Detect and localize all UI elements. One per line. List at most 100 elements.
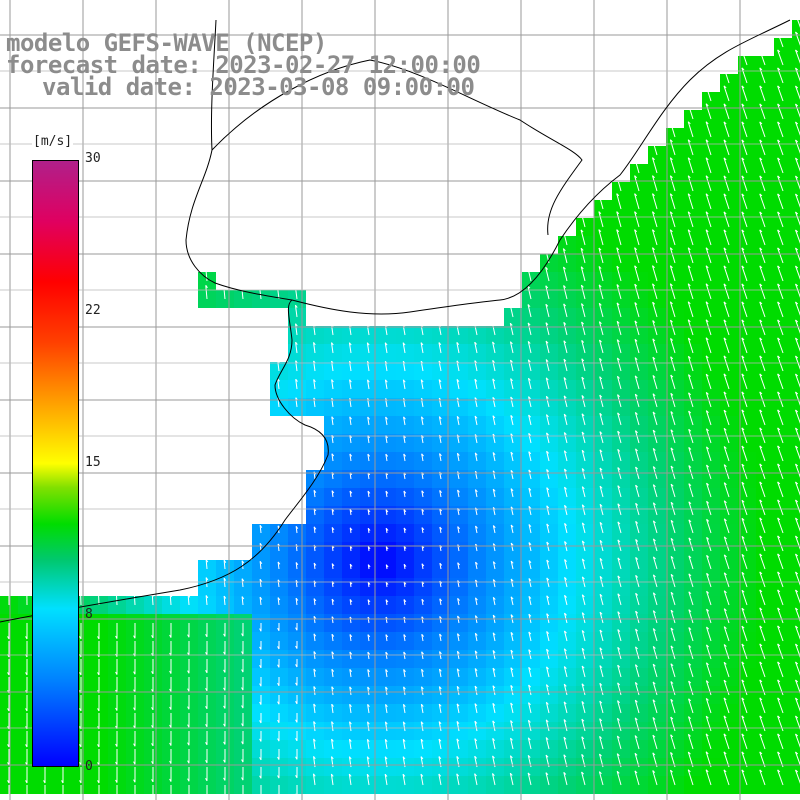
- wind-arrow-head: [349, 651, 353, 655]
- wind-arrow-head: [259, 561, 263, 565]
- wind-arrow: [474, 685, 478, 696]
- wind-arrow: [546, 559, 550, 570]
- wind-arrow: [457, 598, 460, 606]
- wind-arrow: [474, 415, 478, 426]
- wind-arrow: [492, 703, 496, 714]
- wind-arrow: [616, 265, 622, 282]
- wind-arrow: [723, 644, 730, 660]
- wind-arrow-head: [421, 651, 424, 655]
- wind-arrow-head: [634, 247, 638, 251]
- wind-arrow: [723, 139, 730, 156]
- wind-arrow: [706, 609, 712, 624]
- wind-arrow: [421, 435, 424, 444]
- wind-arrow: [599, 700, 604, 714]
- wind-arrow-head: [777, 499, 781, 503]
- wind-arrow: [563, 340, 568, 354]
- wind-arrow-head: [385, 490, 389, 494]
- wind-arrow-head: [421, 453, 424, 457]
- wind-arrow: [670, 681, 676, 696]
- wind-arrow-head: [706, 518, 710, 522]
- wind-arrow-head: [259, 646, 262, 650]
- wind-arrow: [599, 718, 604, 732]
- wind-arrow: [492, 341, 496, 354]
- wind-arrow-head: [670, 501, 674, 505]
- wind-arrow-head: [492, 525, 496, 529]
- wind-arrow: [635, 593, 640, 606]
- wind-arrow: [580, 266, 586, 282]
- wind-arrow: [634, 339, 640, 354]
- wind-arrow: [705, 751, 712, 768]
- wind-arrow-head: [581, 718, 585, 722]
- wind-arrow-head: [581, 284, 584, 288]
- wind-arrow-head: [581, 504, 585, 508]
- wind-arrow: [331, 704, 334, 714]
- wind-arrow-head: [133, 635, 136, 639]
- wind-arrow-head: [616, 265, 620, 269]
- wind-arrow-head: [652, 770, 656, 773]
- wind-arrow-head: [223, 759, 226, 763]
- wind-arrow: [634, 664, 640, 678]
- wind-arrow-head: [277, 719, 280, 723]
- wind-arrow-head: [706, 446, 709, 450]
- wind-arrow: [510, 578, 514, 588]
- wind-arrow-head: [599, 321, 602, 325]
- wind-arrow-head: [510, 649, 514, 653]
- wind-arrow: [795, 31, 800, 46]
- wind-arrow: [652, 574, 658, 588]
- wind-arrow: [366, 739, 370, 750]
- wind-arrow: [492, 452, 496, 462]
- wind-arrow-head: [581, 395, 585, 398]
- wind-arrow-head: [617, 646, 621, 650]
- wind-arrow-head: [580, 229, 584, 233]
- wind-arrow: [331, 416, 334, 426]
- wind-arrow: [688, 465, 694, 480]
- wind-arrow-head: [598, 266, 602, 269]
- wind-arrow-head: [777, 607, 781, 611]
- wind-arrow-head: [687, 283, 691, 287]
- wind-arrow-head: [79, 708, 82, 712]
- wind-arrow-head: [777, 535, 781, 539]
- wind-arrow-head: [546, 523, 550, 527]
- wind-arrow-head: [741, 229, 745, 233]
- wind-arrow-head: [795, 553, 799, 557]
- wind-arrow-head: [510, 578, 514, 582]
- wind-arrow: [723, 85, 730, 102]
- wind-arrow: [474, 342, 478, 354]
- wind-arrow: [349, 686, 352, 696]
- wind-arrow-head: [25, 672, 28, 676]
- wind-arrow-head: [349, 669, 353, 673]
- wind-arrow: [670, 734, 676, 750]
- wind-arrow: [723, 67, 730, 84]
- wind-arrow: [723, 283, 730, 300]
- wind-arrow-head: [759, 661, 763, 665]
- wind-arrow-head: [366, 773, 370, 777]
- wind-cell: [792, 164, 800, 182]
- wind-arrow: [599, 413, 604, 426]
- wind-arrow: [527, 322, 532, 336]
- wind-arrow-head: [599, 540, 603, 543]
- wind-arrow-head: [652, 447, 656, 451]
- wind-arrow-head: [777, 679, 781, 683]
- wind-arrow-head: [546, 684, 549, 688]
- wind-arrow-head: [205, 705, 208, 710]
- wind-arrow-head: [474, 755, 478, 759]
- wind-arrow-head: [670, 411, 674, 414]
- wind-arrow-head: [385, 634, 389, 638]
- wind-arrow: [795, 103, 800, 118]
- wind-arrow: [669, 265, 676, 282]
- wind-cell: [792, 290, 800, 308]
- wind-arrow-head: [795, 715, 799, 719]
- wind-arrow-head: [25, 636, 28, 640]
- wind-arrow-head: [241, 560, 245, 564]
- wind-arrow-head: [7, 636, 10, 640]
- wind-arrow: [474, 633, 478, 642]
- wind-arrow-head: [688, 698, 692, 702]
- wind-cell: [792, 254, 800, 272]
- wind-arrow: [599, 394, 604, 408]
- wind-arrow: [562, 248, 568, 264]
- wind-arrow: [705, 446, 712, 462]
- wind-arrow-head: [688, 410, 692, 414]
- wind-arrow-head: [474, 668, 478, 672]
- wind-arrow-head: [653, 520, 656, 524]
- wind-arrow-head: [546, 577, 550, 581]
